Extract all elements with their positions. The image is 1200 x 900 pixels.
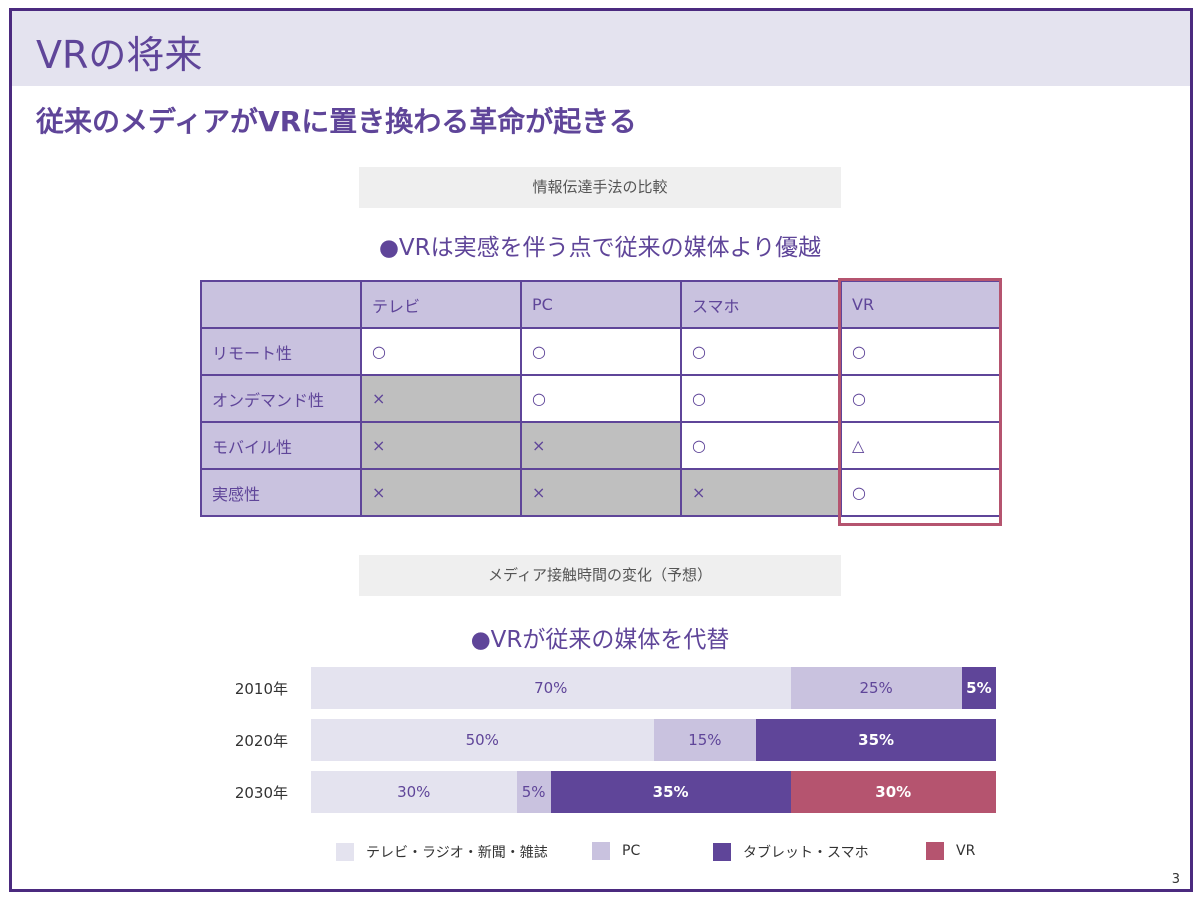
bar-segment: 5% (516, 771, 551, 813)
slide-frame (9, 8, 1193, 892)
table-cell: ○ (840, 374, 1002, 423)
table-cell: × (680, 468, 842, 517)
comparison-table: テレビ PC スマホ VR リモート性 ○ ○ ○ ○ オンデマンド性 × ○ ○ ○ モバイル性 × × ○ △ 実… (200, 280, 1002, 517)
bar-segment: 30% (311, 771, 517, 813)
table-header-cell: スマホ (680, 280, 842, 329)
table-cell: ○ (360, 327, 522, 376)
header-band (12, 11, 1190, 86)
bar-segment: 35% (756, 719, 996, 761)
table-header-cell: PC (520, 280, 682, 329)
table-row: オンデマンド性 × ○ ○ ○ (200, 374, 1002, 423)
table-header-cell (200, 280, 362, 329)
table-cell: △ (840, 421, 1002, 470)
legend-item: PC (592, 842, 640, 860)
vr-column-highlight (838, 278, 1002, 526)
category-label: 2030年 (234, 784, 288, 802)
legend-swatch (926, 842, 944, 860)
table-row: リモート性 ○ ○ ○ ○ (200, 327, 1002, 376)
table-cell: × (360, 421, 522, 470)
bar-segment: 25% (790, 667, 962, 709)
table-header-cell: VR (840, 280, 1002, 329)
table-caption: 情報伝達手法の比較 (359, 167, 841, 208)
table-cell: ○ (520, 327, 682, 376)
legend-swatch (336, 843, 354, 861)
legend-item: テレビ・ラジオ・新聞・雑誌 (336, 842, 548, 862)
bar-segment: 30% (790, 771, 996, 813)
legend-label: VR (956, 843, 976, 859)
table-header-cell: テレビ (360, 280, 522, 329)
legend-swatch (713, 843, 731, 861)
bar-segment: 50% (311, 719, 654, 761)
bar-segment: 35% (550, 771, 791, 813)
bar-segment: 70% (311, 667, 791, 709)
table-cell: ○ (840, 468, 1002, 517)
slide-title: VRの将来 (36, 33, 203, 77)
chart-bullet: ●VRが従来の媒体を代替 (470, 627, 730, 653)
table-cell: × (360, 374, 522, 423)
row-label: 実感性 (200, 468, 362, 517)
bar-segment: 5% (961, 667, 996, 709)
table-cell: × (520, 468, 682, 517)
table-cell: ○ (680, 374, 842, 423)
legend-item: VR (926, 842, 975, 860)
legend-label: タブレット・スマホ (743, 845, 869, 861)
table-cell: × (520, 421, 682, 470)
bar-segment: 15% (653, 719, 757, 761)
category-label: 2020年 (234, 732, 288, 750)
slide-subtitle: 従来のメディアがVRに置き換わる革命が起きる (36, 105, 637, 138)
table-cell: × (360, 468, 522, 517)
legend-swatch (592, 842, 610, 860)
table-cell: ○ (680, 421, 842, 470)
table-row: 実感性 × × × ○ (200, 468, 1002, 517)
table-cell: ○ (680, 327, 842, 376)
chart-caption: メディア接触時間の変化（予想） (359, 555, 841, 596)
row-label: リモート性 (200, 327, 362, 376)
row-label: オンデマンド性 (200, 374, 362, 423)
category-label: 2010年 (234, 680, 288, 698)
table-bullet: ●VRは実感を伴う点で従来の媒体より優越 (378, 235, 822, 261)
row-label: モバイル性 (200, 421, 362, 470)
legend-item: タブレット・スマホ (713, 842, 869, 862)
table-row: テレビ PC スマホ VR (200, 280, 1002, 329)
table-row: モバイル性 × × ○ △ (200, 421, 1002, 470)
legend-label: テレビ・ラジオ・新聞・雑誌 (366, 845, 548, 861)
page-number: 3 (1171, 872, 1180, 887)
table-cell: ○ (840, 327, 1002, 376)
table-cell: ○ (520, 374, 682, 423)
legend-label: PC (622, 843, 641, 859)
